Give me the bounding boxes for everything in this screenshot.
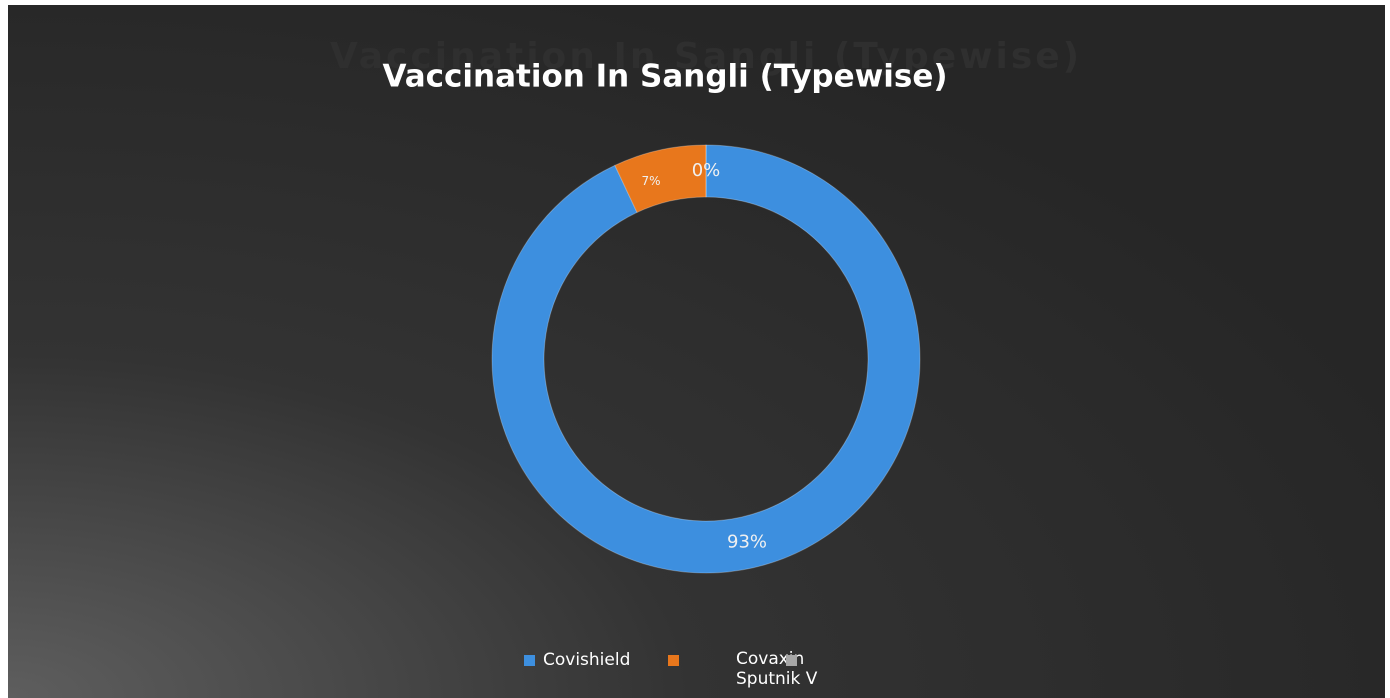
chart-title: Vaccination In Sangli (Typewise) (382, 59, 947, 95)
chart-background (8, 5, 1385, 698)
legend-marker (786, 655, 797, 666)
legend-label: Covishield (543, 650, 630, 670)
doughnut-segment (491, 144, 921, 574)
data-label: 93% (727, 531, 767, 552)
legend-marker (668, 655, 679, 666)
plot: 93% 7% 0% (491, 144, 921, 574)
title-shadow: Vaccination In Sangli (Typewise) (330, 36, 1082, 77)
legend-label: Sputnik V (736, 669, 818, 689)
data-label: 0% (692, 160, 721, 181)
data-label: 7% (641, 174, 660, 188)
legend-marker (524, 655, 535, 666)
doughnut-segment (614, 144, 707, 214)
